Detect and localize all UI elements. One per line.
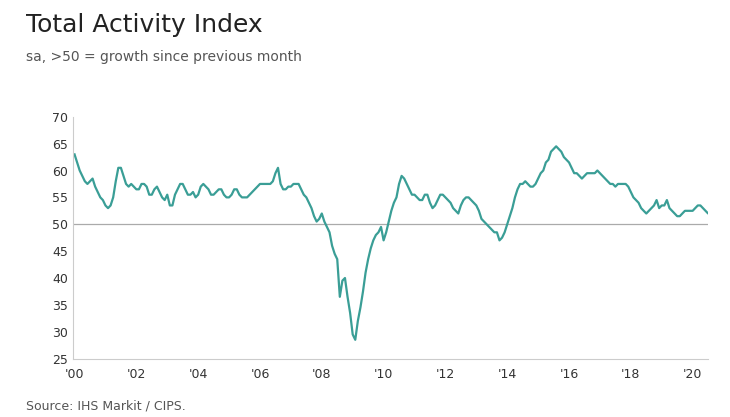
Text: Source: IHS Markit / CIPS.: Source: IHS Markit / CIPS. xyxy=(26,400,185,413)
Text: sa, >50 = growth since previous month: sa, >50 = growth since previous month xyxy=(26,50,301,64)
Text: Total Activity Index: Total Activity Index xyxy=(26,13,262,37)
